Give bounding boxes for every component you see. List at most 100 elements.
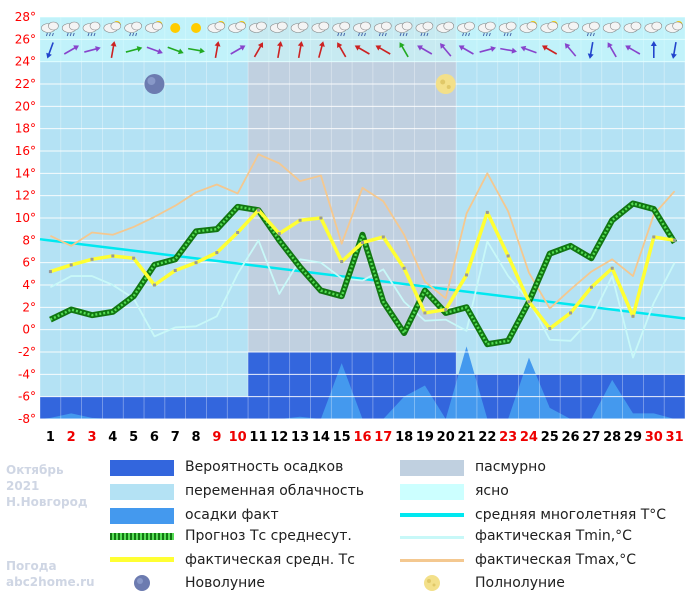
rain-drop — [402, 32, 405, 37]
brand-caption: Погода abc2home.ru — [6, 558, 95, 590]
y-tick-label: 28° — [15, 10, 36, 24]
tavg-point — [319, 216, 323, 220]
series-line-forecast-pattern — [49, 202, 676, 346]
x-tick-label: 22 — [478, 430, 496, 445]
cloud-puff — [214, 21, 226, 31]
legend-climate: средняя многолетняя T°C — [475, 507, 667, 523]
wind-arrow-head — [354, 45, 361, 51]
wind-arrow-head — [297, 41, 304, 47]
wind-arrow-head — [319, 41, 325, 47]
x-tick-label: 7 — [171, 430, 180, 445]
wind-arrow-head — [46, 52, 52, 59]
x-tick-label: 29 — [624, 430, 642, 445]
wind-arrow-head — [564, 43, 571, 49]
rain-drop — [488, 32, 491, 37]
wind-arrow-head — [670, 53, 677, 59]
wind-arrow-icon — [354, 45, 370, 55]
brand-line2: abc2home.ru — [6, 575, 95, 589]
rain-drop — [465, 32, 468, 37]
wind-arrow-head — [110, 41, 117, 47]
wind-arrow-head — [257, 42, 264, 49]
sky-icon-cloud-sun — [103, 21, 122, 33]
cloud-puff — [464, 21, 475, 31]
wind-arrow-icon — [587, 41, 594, 59]
tavg-point — [610, 266, 614, 270]
legend-swatch-partly — [110, 484, 174, 500]
precip-fact-area — [40, 346, 685, 419]
x-tick-label: 5 — [129, 430, 138, 445]
wind-arrow-head — [439, 43, 446, 49]
legend-new-moon-icon — [134, 575, 150, 591]
sky-icon-cloud-rain — [394, 21, 413, 37]
tavg-point — [465, 273, 469, 277]
cloud-puff — [589, 21, 600, 31]
wind-arrow-head — [511, 47, 518, 54]
precip-fact-area — [40, 346, 685, 419]
rain-drop — [361, 32, 363, 37]
rain-drop — [340, 32, 343, 37]
cloud-puff — [276, 21, 288, 31]
cloud-puff — [443, 21, 455, 31]
legend-swatch-precip-fact — [110, 508, 174, 524]
cloud-puff — [297, 21, 309, 31]
legend-swatch-forecast — [110, 533, 174, 540]
rain-drop — [343, 32, 346, 37]
tavg-point — [298, 218, 302, 222]
cloud-puff — [68, 21, 80, 31]
series-lines — [39, 153, 686, 359]
tavg-point — [361, 241, 364, 245]
tavg-point — [152, 283, 156, 287]
rain-drop — [423, 32, 426, 37]
tavg-point — [48, 270, 52, 274]
month-caption: Октябрь 2021 Н.Новгород — [6, 462, 88, 510]
y-tick-label: 18° — [15, 122, 36, 136]
full-moon-crater — [440, 79, 446, 85]
sky-icon-cloud-sun — [665, 21, 683, 33]
rain-drop — [135, 32, 138, 37]
cloud-puff — [339, 21, 350, 31]
wind-arrow-head — [650, 41, 657, 46]
legend-full-moon: Полнолуние — [475, 575, 565, 591]
tavg-point — [194, 261, 198, 265]
x-tick-label: 23 — [499, 430, 517, 445]
wind-arrow-icon — [253, 42, 264, 58]
rain-drop — [384, 32, 387, 37]
legend-swatch-tmax — [400, 559, 464, 562]
x-tick-label: 21 — [457, 430, 475, 445]
sky-icon-cloud — [290, 21, 309, 33]
month-label: Октябрь — [6, 463, 64, 477]
sky-icon-cloud-sun — [540, 21, 559, 33]
x-tick-label: 15 — [333, 430, 351, 445]
rain-drop — [420, 32, 423, 37]
sky-icon-cloud — [644, 21, 663, 33]
y-tick-label: 8° — [22, 233, 36, 247]
x-tick-label: 28 — [603, 430, 621, 445]
sky-icon-cloud-rain — [478, 21, 496, 37]
wind-arrow-head — [239, 45, 246, 51]
x-tick-label: 19 — [416, 430, 434, 445]
legend-tmax: фактическая Tmax,°C — [475, 552, 637, 568]
x-tick-label: 27 — [582, 430, 600, 445]
sky-icon-cloud-rain — [332, 21, 350, 37]
x-tick-label: 30 — [645, 430, 663, 445]
wind-arrow-icon — [110, 41, 117, 59]
x-axis-labels: 1 2 3 4 5 6 7 8 9 10 11 12 13 14 15 16 17 18 19 20 21 22 23 24 2… — [46, 430, 684, 445]
wind-arrow-icon — [500, 47, 518, 54]
tavg-point — [589, 285, 593, 289]
cloud-puff — [526, 21, 538, 31]
legend-swatch-clear — [400, 484, 464, 500]
wind-arrow-icon — [337, 42, 347, 58]
wind-arrow-icon — [520, 45, 537, 54]
legend-precip-fact: осадки факт — [185, 507, 279, 523]
wind-arrow-head — [541, 45, 548, 51]
wind-arrow-head — [520, 45, 527, 52]
sky-icon-cloud-rain — [457, 21, 475, 37]
x-tick-label: 12 — [270, 430, 288, 445]
tavg-point — [673, 238, 677, 242]
x-tick-label: 4 — [108, 430, 117, 445]
legend-partly: переменная облачность — [185, 483, 365, 499]
rain-drop — [482, 32, 485, 37]
sky-icon-cloud-rain — [82, 21, 101, 37]
tavg-point — [340, 260, 344, 264]
legend-swatch-tmin — [400, 536, 464, 539]
